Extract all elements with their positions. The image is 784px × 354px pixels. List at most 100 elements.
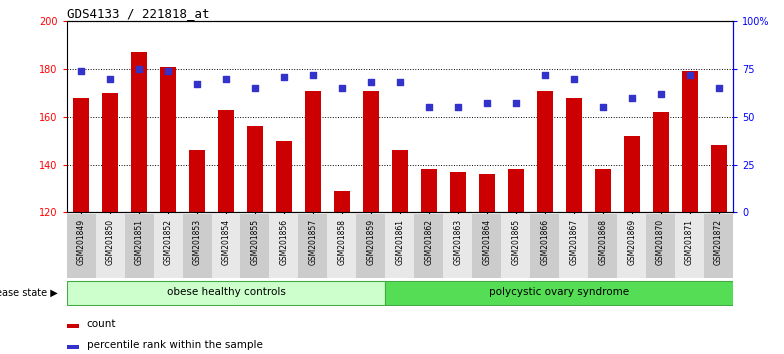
Bar [414, 214, 443, 278]
Text: GSM201851: GSM201851 [135, 219, 143, 265]
Text: GSM201865: GSM201865 [511, 219, 521, 266]
Bar [646, 214, 675, 278]
Point [132, 66, 145, 72]
Bar [710, 145, 727, 212]
Bar [363, 91, 379, 212]
Text: GSM201857: GSM201857 [308, 219, 318, 266]
Bar [67, 324, 78, 328]
Bar [328, 214, 357, 278]
Bar [559, 214, 588, 278]
Text: percentile rank within the sample: percentile rank within the sample [86, 340, 263, 350]
Bar [270, 214, 299, 278]
Point [597, 104, 609, 110]
Bar [241, 214, 270, 278]
Text: GSM201862: GSM201862 [424, 219, 434, 265]
Bar [623, 136, 640, 212]
Bar [652, 112, 669, 212]
Bar [305, 91, 321, 212]
Text: disease state ▶: disease state ▶ [0, 287, 58, 297]
Text: count: count [86, 319, 116, 330]
Bar [247, 126, 263, 212]
Point [220, 76, 232, 81]
Point [162, 68, 174, 74]
Point [191, 81, 203, 87]
Point [249, 85, 261, 91]
Bar [276, 141, 292, 212]
Bar [67, 345, 78, 349]
Text: GSM201870: GSM201870 [656, 219, 665, 266]
Text: GSM201854: GSM201854 [222, 219, 230, 266]
Bar [681, 72, 698, 212]
Point [481, 101, 493, 106]
Text: GSM201871: GSM201871 [685, 219, 694, 265]
Text: GSM201869: GSM201869 [627, 219, 636, 266]
Text: obese healthy controls: obese healthy controls [166, 287, 285, 297]
Bar [479, 174, 495, 212]
Bar [443, 214, 472, 278]
Text: GDS4133 / 221818_at: GDS4133 / 221818_at [67, 7, 209, 20]
Point [713, 85, 725, 91]
Text: GSM201861: GSM201861 [395, 219, 405, 265]
Text: GSM201872: GSM201872 [714, 219, 723, 265]
Point [307, 72, 319, 78]
Point [626, 95, 638, 101]
Bar [67, 214, 96, 278]
Point [423, 104, 435, 110]
Text: GSM201859: GSM201859 [366, 219, 376, 266]
Point [452, 104, 464, 110]
Bar [96, 214, 125, 278]
Bar [675, 214, 704, 278]
Point [278, 74, 290, 80]
Text: GSM201864: GSM201864 [482, 219, 492, 266]
Text: GSM201853: GSM201853 [193, 219, 201, 266]
Bar [131, 52, 147, 212]
Bar [218, 110, 234, 212]
Text: GSM201856: GSM201856 [279, 219, 289, 266]
Point [655, 91, 667, 97]
Bar [386, 281, 733, 305]
Bar [299, 214, 328, 278]
Bar [212, 214, 241, 278]
Bar [450, 172, 466, 212]
Point [336, 85, 348, 91]
Text: GSM201866: GSM201866 [540, 219, 550, 266]
Bar [508, 169, 524, 212]
Bar [73, 98, 89, 212]
Bar [472, 214, 501, 278]
Bar [357, 214, 386, 278]
Bar [537, 91, 553, 212]
Text: GSM201868: GSM201868 [598, 219, 607, 265]
Bar [566, 98, 582, 212]
Bar [183, 214, 212, 278]
Text: GSM201858: GSM201858 [337, 219, 347, 265]
Point [510, 101, 522, 106]
Text: GSM201849: GSM201849 [77, 219, 85, 266]
Text: GSM201855: GSM201855 [250, 219, 260, 266]
Bar [588, 214, 617, 278]
Point [74, 68, 87, 74]
Point [103, 76, 116, 81]
Bar [386, 214, 414, 278]
Text: polycystic ovary syndrome: polycystic ovary syndrome [489, 287, 630, 297]
Bar [67, 281, 386, 305]
Bar [501, 214, 530, 278]
Bar [704, 214, 733, 278]
Point [684, 72, 696, 78]
Bar [595, 169, 611, 212]
Point [568, 76, 580, 81]
Point [539, 72, 551, 78]
Text: GSM201852: GSM201852 [164, 219, 172, 265]
Text: GSM201850: GSM201850 [106, 219, 114, 266]
Bar [102, 93, 118, 212]
Bar [154, 214, 183, 278]
Bar [392, 150, 408, 212]
Bar [125, 214, 154, 278]
Bar [421, 169, 437, 212]
Text: GSM201863: GSM201863 [453, 219, 463, 266]
Point [365, 80, 377, 85]
Point [394, 80, 406, 85]
Text: GSM201867: GSM201867 [569, 219, 578, 266]
Bar [160, 67, 176, 212]
Bar [334, 191, 350, 212]
Bar [530, 214, 559, 278]
